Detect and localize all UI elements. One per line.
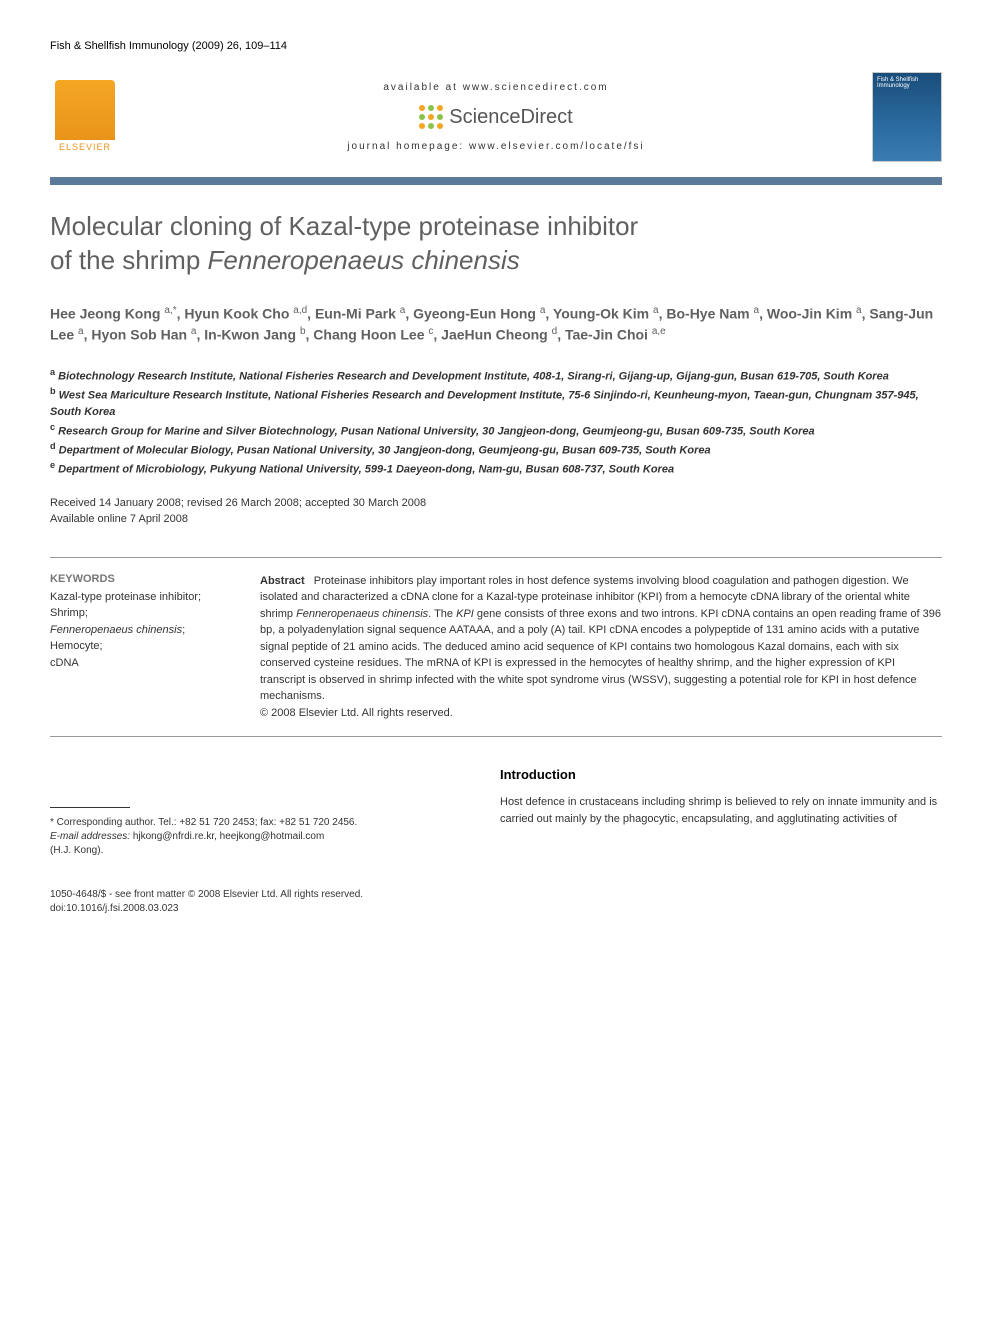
email-person: (H.J. Kong). [50, 844, 470, 858]
sciencedirect-text: ScienceDirect [449, 106, 572, 129]
elsevier-tree-icon [55, 80, 115, 140]
email-addresses: hjkong@nfrdi.re.kr, heejkong@hotmail.com [133, 831, 325, 842]
article-dates: Received 14 January 2008; revised 26 Mar… [50, 496, 942, 527]
article-title: Molecular cloning of Kazal-type proteina… [50, 210, 942, 278]
footer-line2: doi:10.1016/j.fsi.2008.03.023 [50, 902, 942, 916]
abstract-label: Abstract [260, 575, 305, 587]
page-footer: 1050-4648/$ - see front matter © 2008 El… [50, 888, 942, 916]
affiliations-block: a Biotechnology Research Institute, Nati… [50, 366, 942, 478]
email-label: E-mail addresses: [50, 831, 130, 842]
cover-title-text: Fish & Shellfish Immunology [873, 73, 941, 93]
journal-reference: Fish & Shellfish Immunology (2009) 26, 1… [50, 40, 942, 52]
footer-line1: 1050-4648/$ - see front matter © 2008 El… [50, 888, 942, 902]
corresponding-author-footnote: * Corresponding author. Tel.: +82 51 720… [50, 816, 470, 858]
keywords-column: KEYWORDS Kazal-type proteinase inhibitor… [50, 573, 230, 722]
available-at-text: available at www.sciencedirect.com [120, 82, 872, 93]
keywords-list: Kazal-type proteinase inhibitor;Shrimp;F… [50, 589, 230, 672]
header-center: available at www.sciencedirect.com Scien… [120, 72, 872, 152]
keywords-heading: KEYWORDS [50, 573, 230, 585]
online-date: Available online 7 April 2008 [50, 512, 942, 527]
introduction-text: Host defence in crustaceans including sh… [500, 794, 942, 827]
left-column: * Corresponding author. Tel.: +82 51 720… [50, 767, 470, 858]
sd-dots-icon [419, 105, 443, 129]
title-line1: Molecular cloning of Kazal-type proteina… [50, 211, 638, 241]
divider-bar [50, 177, 942, 185]
bottom-two-column: * Corresponding author. Tel.: +82 51 720… [50, 767, 942, 858]
abstract-column: Abstract Proteinase inhibitors play impo… [260, 573, 942, 722]
elsevier-logo: ELSEVIER [50, 72, 120, 152]
journal-cover-thumbnail: Fish & Shellfish Immunology [872, 72, 942, 162]
title-line2-prefix: of the shrimp [50, 245, 208, 275]
introduction-heading: Introduction [500, 767, 942, 782]
journal-homepage-text: journal homepage: www.elsevier.com/locat… [120, 141, 872, 152]
sciencedirect-logo: ScienceDirect [120, 105, 872, 129]
email-line: E-mail addresses: hjkong@nfrdi.re.kr, he… [50, 830, 470, 844]
corresponding-text: * Corresponding author. Tel.: +82 51 720… [50, 816, 470, 830]
abstract-body: Proteinase inhibitors play important rol… [260, 575, 941, 703]
authors-block: Hee Jeong Kong a,*, Hyun Kook Cho a,d, E… [50, 303, 942, 346]
footnote-divider [50, 807, 130, 808]
received-date: Received 14 January 2008; revised 26 Mar… [50, 496, 942, 511]
elsevier-label: ELSEVIER [59, 142, 111, 152]
abstract-copyright: © 2008 Elsevier Ltd. All rights reserved… [260, 705, 942, 722]
keywords-abstract-row: KEYWORDS Kazal-type proteinase inhibitor… [50, 557, 942, 738]
right-column: Introduction Host defence in crustaceans… [500, 767, 942, 858]
publisher-header: ELSEVIER available at www.sciencedirect.… [50, 72, 942, 162]
title-line2-italic: Fenneropenaeus chinensis [208, 245, 520, 275]
